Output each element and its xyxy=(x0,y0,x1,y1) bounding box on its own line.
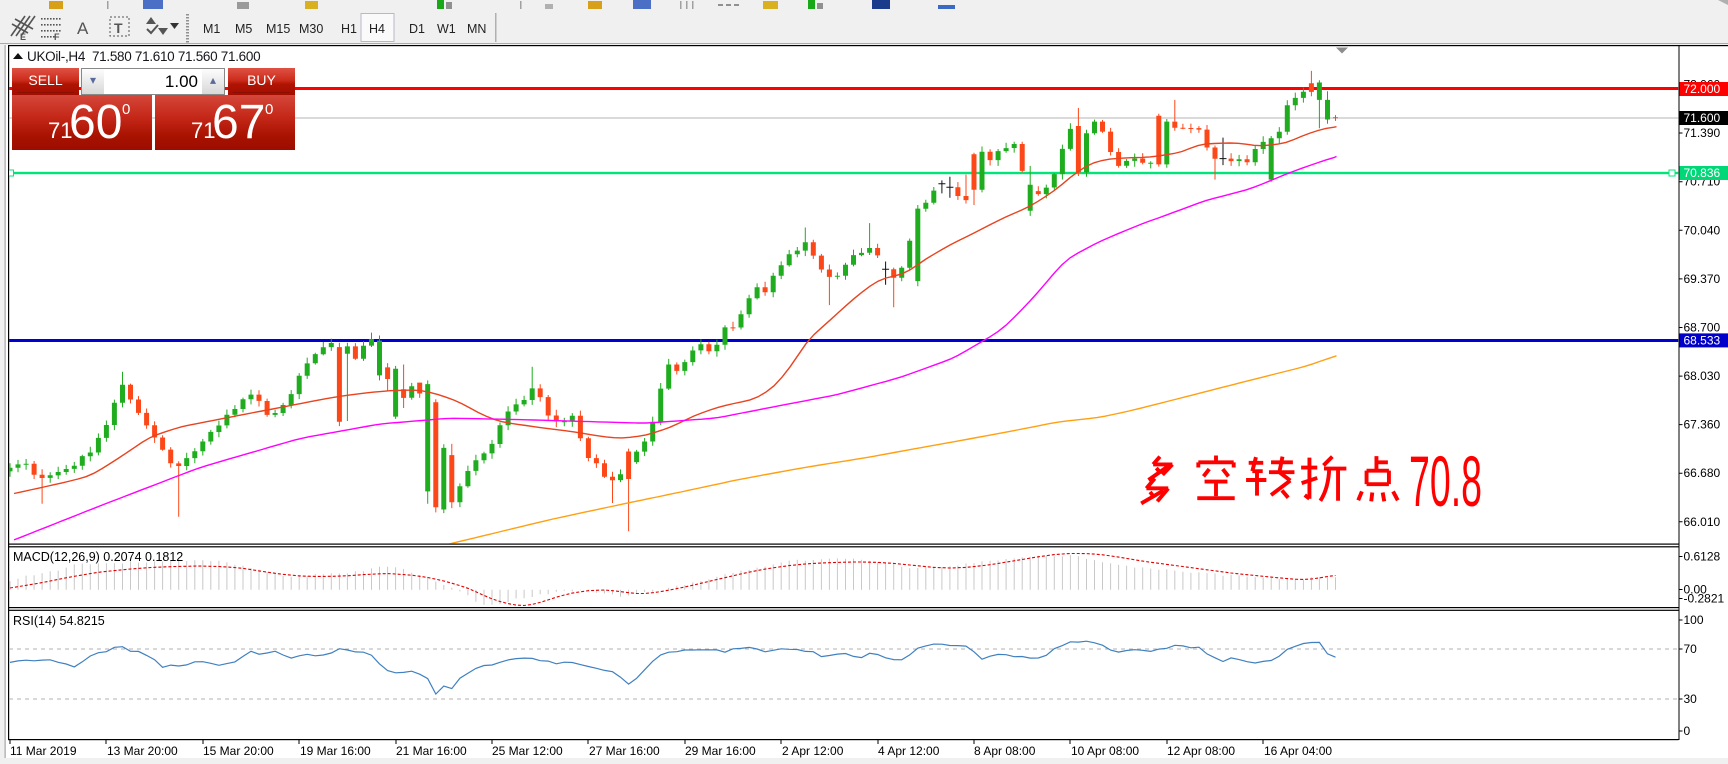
svg-text:2 Apr 12:00: 2 Apr 12:00 xyxy=(782,744,844,758)
svg-text:UKOil-,H4 71.580 71.610 71.56: UKOil-,H4 71.580 71.610 71.560 71.600 xyxy=(27,49,260,64)
svg-text:69.370: 69.370 xyxy=(1684,272,1721,286)
svg-text:15 Mar 20:00: 15 Mar 20:00 xyxy=(203,744,274,758)
svg-text:72.000: 72.000 xyxy=(1684,82,1721,96)
svg-text:70.8: 70.8 xyxy=(1409,443,1482,522)
svg-text:8 Apr 08:00: 8 Apr 08:00 xyxy=(974,744,1036,758)
svg-text:MN: MN xyxy=(467,22,486,36)
svg-text:RSI(14) 54.8215: RSI(14) 54.8215 xyxy=(13,614,105,628)
svg-text:10 Apr 08:00: 10 Apr 08:00 xyxy=(1071,744,1139,758)
svg-text:71.390: 71.390 xyxy=(1684,126,1721,140)
svg-text:19 Mar 16:00: 19 Mar 16:00 xyxy=(300,744,371,758)
svg-text:M15: M15 xyxy=(266,22,290,36)
svg-text:-0.2821: -0.2821 xyxy=(1684,592,1725,606)
svg-text:F: F xyxy=(54,32,60,42)
svg-text:H4: H4 xyxy=(369,22,385,36)
svg-text:D1: D1 xyxy=(409,22,425,36)
svg-text:H1: H1 xyxy=(341,22,357,36)
svg-text:A: A xyxy=(77,19,89,38)
svg-text:71.600: 71.600 xyxy=(1684,111,1721,125)
svg-text:0: 0 xyxy=(1684,724,1691,738)
svg-text:68.700: 68.700 xyxy=(1684,321,1721,335)
svg-text:68.533: 68.533 xyxy=(1684,333,1721,347)
svg-text:70.040: 70.040 xyxy=(1684,223,1721,237)
svg-text:29 Mar 16:00: 29 Mar 16:00 xyxy=(685,744,756,758)
svg-text:25 Mar 12:00: 25 Mar 12:00 xyxy=(492,744,563,758)
svg-text:0.6128: 0.6128 xyxy=(1684,550,1721,564)
svg-text:4 Apr 12:00: 4 Apr 12:00 xyxy=(878,744,940,758)
svg-text:W1: W1 xyxy=(437,22,456,36)
svg-text:M1: M1 xyxy=(203,22,220,36)
svg-text:68.030: 68.030 xyxy=(1684,369,1721,383)
svg-text:70: 70 xyxy=(1684,642,1698,656)
svg-text:70.836: 70.836 xyxy=(1684,166,1721,180)
svg-text:66.010: 66.010 xyxy=(1684,515,1721,529)
svg-text:16 Apr 04:00: 16 Apr 04:00 xyxy=(1264,744,1332,758)
svg-text:13 Mar 20:00: 13 Mar 20:00 xyxy=(107,744,178,758)
svg-text:M5: M5 xyxy=(235,22,252,36)
svg-text:11 Mar 2019: 11 Mar 2019 xyxy=(10,744,77,758)
svg-text:12 Apr 08:00: 12 Apr 08:00 xyxy=(1167,744,1235,758)
svg-text:100: 100 xyxy=(1684,613,1704,627)
svg-text:21 Mar 16:00: 21 Mar 16:00 xyxy=(396,744,467,758)
svg-text:67.360: 67.360 xyxy=(1684,418,1721,432)
svg-text:M30: M30 xyxy=(299,22,323,36)
svg-text:66.680: 66.680 xyxy=(1684,466,1721,480)
svg-text:E: E xyxy=(20,32,26,42)
svg-text:27 Mar 16:00: 27 Mar 16:00 xyxy=(589,744,660,758)
svg-text:0.00: 0.00 xyxy=(1684,583,1708,597)
svg-text:30: 30 xyxy=(1684,692,1698,706)
svg-text:MACD(12,26,9) 0.2074 0.1812: MACD(12,26,9) 0.2074 0.1812 xyxy=(13,550,183,564)
svg-text:T: T xyxy=(114,20,123,36)
